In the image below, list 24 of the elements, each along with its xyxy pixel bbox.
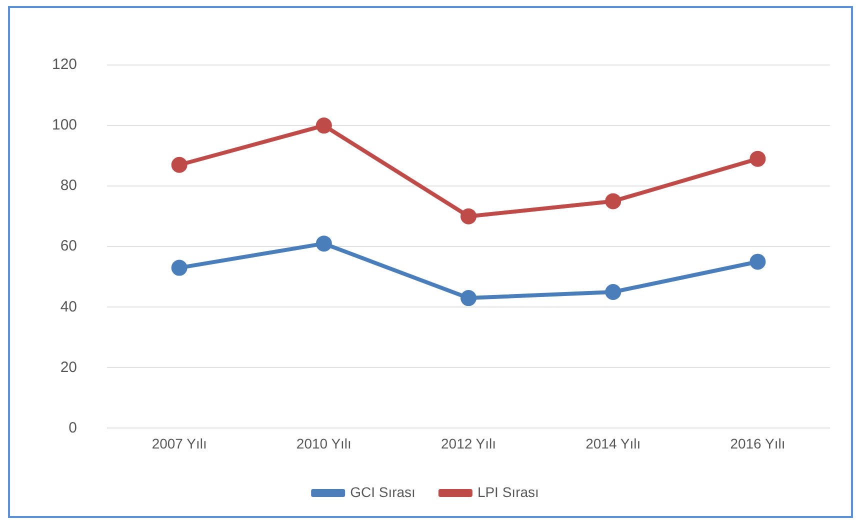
y-tick-label: 60 — [60, 238, 78, 255]
point — [460, 290, 477, 306]
point — [171, 260, 188, 276]
point — [316, 118, 332, 134]
point — [605, 193, 622, 210]
point — [750, 150, 766, 167]
legend-label: LPI Sırası — [477, 484, 539, 500]
y-tick-label: 20 — [60, 358, 78, 376]
point — [460, 208, 477, 224]
y-tick-label: 0 — [68, 419, 78, 436]
y-tick-label: 120 — [52, 56, 78, 74]
x-tick-label: 2010 Yılı — [296, 435, 352, 452]
x-tick-label: 2012 Yılı — [441, 435, 496, 452]
y-tick-label: 100 — [52, 116, 78, 134]
y-tick-label: 40 — [60, 298, 78, 316]
point — [750, 254, 766, 270]
point — [171, 156, 188, 173]
x-tick-label: 2016 Yılı — [730, 435, 786, 452]
point — [605, 284, 622, 300]
x-tick-label: 2007 Yılı — [152, 435, 207, 452]
point — [316, 236, 332, 252]
legend-label: GCI Sırası — [350, 484, 416, 500]
y-tick-label: 80 — [60, 177, 78, 194]
x-tick-label: 2014 Yılı — [586, 435, 641, 452]
